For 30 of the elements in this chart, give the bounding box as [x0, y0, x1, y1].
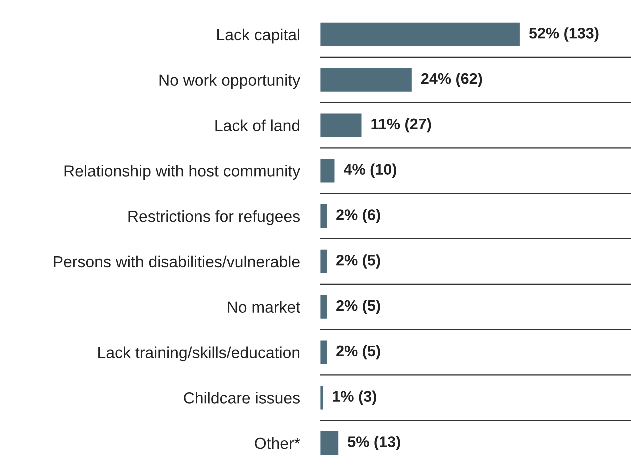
- bar: [320, 112, 364, 139]
- data-label: 4% (10): [344, 164, 396, 178]
- y-tick-label: Other*: [255, 438, 300, 450]
- bar: [320, 203, 328, 230]
- bar: [320, 158, 336, 184]
- data-label: 2% (5): [336, 345, 380, 360]
- data-label: 2% (5): [336, 300, 380, 314]
- y-tick-label: Childcare issues: [184, 392, 300, 404]
- bar: [320, 22, 522, 48]
- bar: [320, 430, 340, 456]
- bar: [320, 66, 414, 94]
- data-label: 2% (6): [336, 209, 380, 224]
- data-label: 11% (27): [372, 118, 432, 133]
- y-tick-label: Lack training/skills/education: [98, 346, 300, 362]
- y-tick-label: Lack capital: [218, 28, 300, 44]
- y-tick-label: Relationship with host community: [64, 165, 301, 180]
- bar: [320, 384, 325, 412]
- data-label: 52% (133): [529, 28, 599, 42]
- y-tick-label: No market: [228, 301, 300, 314]
- bar: [320, 339, 328, 366]
- data-label: 2% (5): [336, 254, 380, 269]
- y-tick-label: No work opportunity: [160, 74, 301, 90]
- bar: [320, 248, 328, 275]
- bar: [320, 294, 328, 320]
- data-label: 24% (62): [421, 72, 482, 88]
- y-tick-label: Lack of land: [216, 120, 300, 132]
- y-tick-label: Restrictions for refugees: [128, 210, 300, 226]
- data-label: 1% (3): [333, 390, 376, 406]
- data-label: 5% (13): [348, 436, 400, 450]
- y-tick-label: Persons with disabilities/vulnerable: [54, 256, 300, 268]
